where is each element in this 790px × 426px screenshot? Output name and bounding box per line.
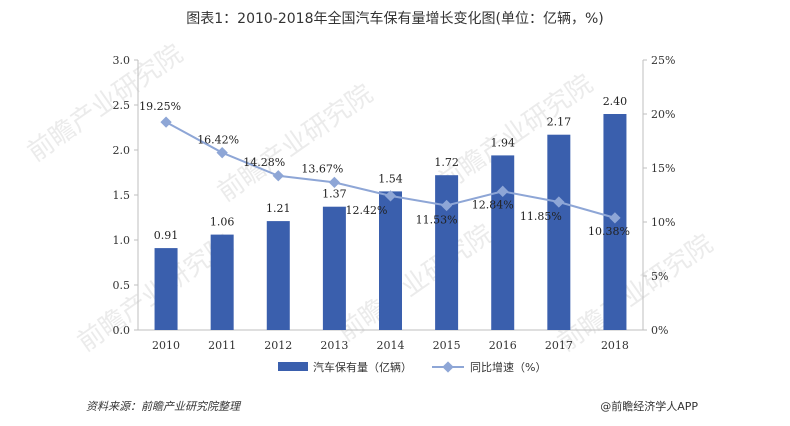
x-tick-label: 2012 — [264, 339, 292, 352]
bar-series — [154, 114, 627, 330]
legend-line-label: 同比增速（%） — [470, 360, 546, 374]
line-point — [609, 212, 621, 224]
line-point — [384, 190, 397, 202]
line-value-label: 16.42% — [197, 134, 239, 147]
y-right-tick-label: 15% — [651, 162, 675, 175]
bar — [379, 191, 402, 330]
line-value-label: 12.84% — [472, 198, 514, 211]
x-tick-label: 2010 — [152, 339, 180, 352]
y-left-tick-label: 0.0 — [113, 324, 131, 337]
x-tick-label: 2014 — [377, 339, 405, 352]
line-point — [328, 176, 341, 189]
chart-title: 图表1：2010-2018年全国汽车保有量增长变化图(单位：亿辆，%) — [186, 11, 604, 27]
bar-value-label: 1.06 — [210, 216, 235, 229]
y-left-tick-label: 1.5 — [113, 189, 131, 202]
bar-value-label: 0.91 — [154, 229, 179, 242]
bar-value-label: 1.21 — [266, 202, 291, 215]
line-value-label: 14.28% — [243, 156, 285, 169]
line-value-label: 13.67% — [301, 162, 343, 175]
x-tick-label: 2016 — [489, 339, 517, 352]
line-value-label: 12.42% — [346, 204, 388, 217]
watermark-text: 前瞻产业研究院 — [332, 219, 498, 348]
y-left-tick-label: 3.0 — [113, 54, 131, 67]
data-labels: 0.91 1.06 1.21 1.37 1.54 1.72 1.94 2.17 2.40 19.2… — [139, 95, 630, 242]
legend-bar-swatch — [278, 362, 308, 371]
source-note: 资料来源：前瞻产业研究院整理 — [86, 400, 240, 413]
bar-value-label: 1.54 — [378, 172, 403, 185]
x-tick-label: 2011 — [208, 339, 236, 352]
legend: 汽车保有量（亿辆） 同比增速（%） — [278, 360, 546, 374]
bar-value-label: 1.94 — [490, 136, 515, 149]
line-series — [160, 116, 621, 224]
y-right-tick-label: 20% — [651, 108, 675, 121]
bar — [547, 134, 571, 330]
legend-bar-label: 汽车保有量（亿辆） — [313, 360, 412, 374]
y-left-tick-label: 2.5 — [113, 99, 131, 112]
x-tick-label: 2017 — [545, 339, 573, 352]
line-value-label: 10.38% — [588, 225, 630, 238]
y-left-tick-label: 1.0 — [113, 234, 131, 247]
y-left-tick-label: 2.0 — [113, 144, 131, 157]
line-point — [440, 199, 453, 212]
bar-value-label: 2.17 — [547, 116, 572, 129]
y-right-tick-label: 10% — [651, 216, 675, 229]
y-right-tick-label: 0% — [651, 324, 668, 337]
y-right-tick-label: 5% — [651, 270, 668, 283]
bar-value-label: 1.37 — [322, 188, 347, 201]
bar — [154, 248, 178, 330]
bar — [266, 221, 290, 330]
bar-value-label: 1.72 — [434, 156, 459, 169]
y-right-tick-label: 25% — [651, 54, 675, 67]
bar-value-label: 2.40 — [603, 95, 628, 108]
bar — [322, 206, 346, 330]
line-point — [160, 116, 172, 128]
line-point — [272, 170, 284, 182]
x-tick-label: 2015 — [433, 339, 461, 352]
brand-credit: @前瞻经济学人APP — [600, 400, 698, 413]
line-value-label: 11.85% — [520, 210, 562, 223]
line-value-label: 11.53% — [416, 213, 458, 226]
line-point — [553, 196, 565, 208]
line-point — [216, 147, 228, 159]
legend-line-marker — [442, 361, 454, 373]
x-tick-label: 2018 — [601, 339, 629, 352]
bar — [435, 175, 459, 330]
x-tick-label: 2013 — [320, 339, 348, 352]
line-value-label: 19.25% — [139, 100, 181, 113]
line-point — [497, 185, 509, 197]
y-left-tick-label: 0.5 — [113, 279, 131, 292]
bar — [491, 155, 515, 330]
bar — [210, 234, 234, 330]
watermark-text: 前瞻产业研究院 — [552, 229, 718, 358]
